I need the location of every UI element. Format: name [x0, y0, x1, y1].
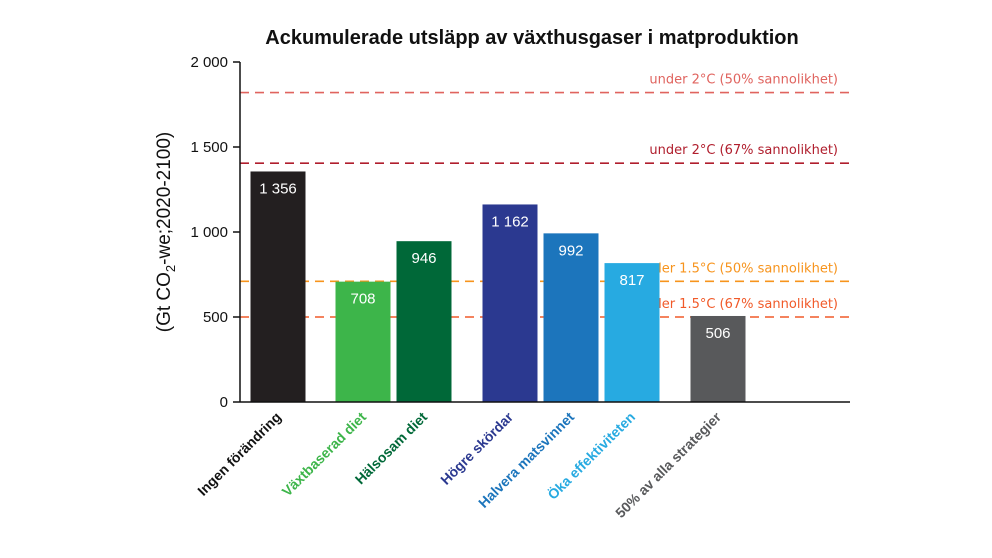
y-axis-label-subscript: 2: [163, 265, 178, 272]
y-axis-label-part: -we;2020-2100): [154, 132, 175, 265]
bar: [543, 233, 599, 402]
bar-value-label: 1 356: [259, 180, 297, 197]
bar-value-label: 946: [411, 250, 436, 267]
bar: [335, 281, 391, 402]
y-axis-label-part: (Gt CO: [154, 272, 175, 332]
y-axis-label: (Gt CO2-we;2020-2100): [154, 132, 178, 333]
reference-line-label: under 2°C (50% sannolikhet): [649, 73, 838, 88]
y-tick-label: 500: [203, 309, 228, 326]
bar: [690, 315, 746, 402]
reference-line-label: under 1.5°C (67% sannolikhet): [637, 297, 838, 312]
y-tick-label: 0: [220, 394, 228, 411]
bar-value-label: 708: [350, 291, 375, 308]
y-tick-label: 1 500: [190, 139, 228, 156]
bar-value-label: 817: [619, 272, 644, 289]
y-tick-label: 1 000: [190, 224, 228, 241]
bar: [396, 241, 452, 402]
bars: 1 356 708 946 1 162 992 817 506: [250, 171, 746, 402]
reference-line-label: under 1.5°C (50% sannolikhet): [637, 261, 838, 276]
bar-value-label: 992: [558, 242, 583, 259]
bar: [604, 263, 660, 402]
bar-value-label: 506: [705, 325, 730, 342]
category-label: Växtbaserad diet: [279, 409, 370, 500]
bar: [482, 204, 538, 402]
category-label: Ingen förändring: [194, 409, 284, 499]
y-tick-label: 2 000: [190, 54, 228, 71]
bar-value-label: 1 162: [491, 213, 529, 230]
bar: [250, 171, 306, 402]
axes: 0 500 1 000 1 500 2 000: [190, 54, 850, 411]
reference-line-label: under 2°C (67% sannolikhet): [649, 143, 838, 158]
chart-title: Ackumulerade utsläpp av växthusgaser i m…: [265, 27, 798, 49]
